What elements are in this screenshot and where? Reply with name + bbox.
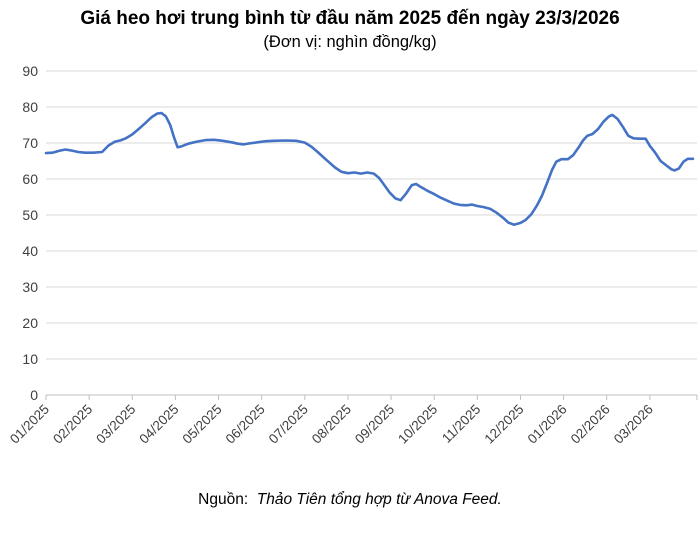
- source-text: Thảo Tiên tổng hợp từ Anova Feed.: [256, 491, 502, 509]
- source-note: Nguồn: Thảo Tiên tổng hợp từ Anova Feed.: [0, 491, 700, 509]
- price-line-chart: 0 10 20 30 40 50 60 70 80 90 01/202502/202503/2025…: [7, 63, 698, 447]
- x-tick-label-03/2025: 03/2025: [93, 402, 138, 447]
- x-tick-label-04/2025: 04/2025: [136, 402, 181, 447]
- source-prefix: Nguồn:: [198, 491, 249, 509]
- price-series-line: [44, 111, 695, 227]
- x-tick-label-02/2025: 02/2025: [50, 402, 95, 447]
- x-tick-label-12/2025: 12/2025: [481, 402, 526, 447]
- x-tick-label-06/2025: 06/2025: [223, 402, 268, 447]
- x-tick-label-05/2025: 05/2025: [180, 402, 225, 447]
- y-tick-label-90: 90: [22, 63, 38, 79]
- x-tick-label-07/2025: 07/2025: [266, 402, 311, 447]
- x-tick-label-09/2025: 09/2025: [352, 402, 397, 447]
- x-tick-label-02/2026: 02/2026: [568, 402, 613, 447]
- x-tick-label-10/2025: 10/2025: [395, 402, 440, 447]
- x-tick-label-01/2025: 01/2025: [7, 402, 52, 447]
- y-tick-label-50: 50: [22, 207, 38, 223]
- y-tick-label-70: 70: [22, 135, 38, 151]
- y-tick-label-0: 0: [30, 387, 38, 403]
- y-tick-label-20: 20: [22, 315, 38, 331]
- x-tick-label-11/2025: 11/2025: [439, 402, 483, 446]
- chart-title: Giá heo hơi trung bình từ đầu năm 2025 đ…: [80, 8, 620, 29]
- x-tick-label-03/2026: 03/2026: [611, 402, 656, 447]
- y-tick-label-10: 10: [22, 351, 38, 367]
- x-tick-label-08/2025: 08/2025: [309, 402, 354, 447]
- y-tick-label-80: 80: [22, 99, 38, 115]
- x-tick-label-01/2026: 01/2026: [525, 402, 570, 447]
- chart-area: 0 10 20 30 40 50 60 70 80 90 01/2025 02/2025 03/2025…: [0, 55, 700, 479]
- y-tick-label-30: 30: [22, 279, 38, 295]
- y-tick-label-40: 40: [22, 243, 38, 259]
- chart-subtitle: (Đơn vị: nghìn đồng/kg): [263, 32, 437, 51]
- y-tick-label-60: 60: [22, 171, 38, 187]
